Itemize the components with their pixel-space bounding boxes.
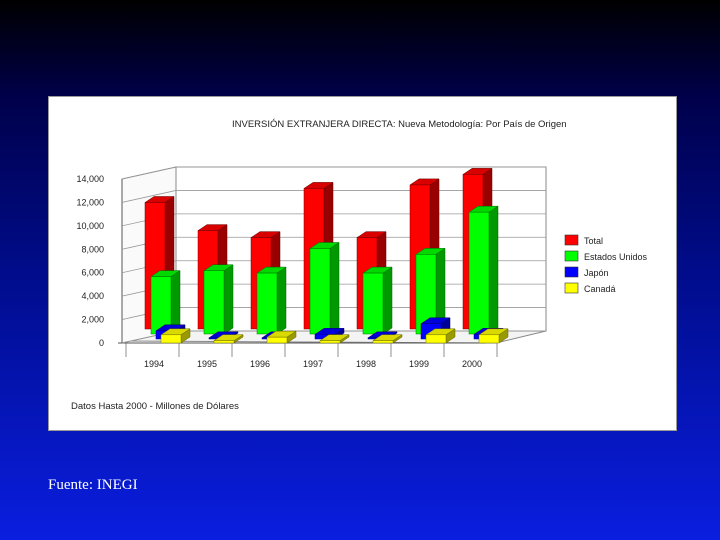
bar-front [213, 340, 235, 344]
bar-side [276, 266, 287, 335]
bar-canadá-1994 [160, 328, 191, 344]
x-tick-label: 1995 [197, 359, 217, 369]
y-tick-label: 4,000 [81, 291, 104, 301]
y-tick-label: 2,000 [81, 315, 104, 325]
chart-title: INVERSIÓN EXTRANJERA DIRECTA: Nueva Meto… [232, 119, 567, 130]
bar-front [478, 334, 500, 344]
legend-swatch [564, 250, 579, 262]
bar-canadá-1998 [372, 334, 403, 344]
bar-side [170, 270, 181, 335]
x-tick-label: 2000 [462, 359, 482, 369]
bar-front [319, 340, 341, 344]
x-tick-label: 1996 [250, 359, 270, 369]
bar-front [256, 272, 278, 335]
legend-label: Canadá [584, 284, 616, 294]
y-tick-label: 8,000 [81, 244, 104, 254]
y-tick-label: 6,000 [81, 268, 104, 278]
bar-front [309, 248, 331, 335]
gridline [121, 166, 177, 180]
x-tick-label: 1998 [356, 359, 376, 369]
legend-swatch [564, 266, 579, 278]
legend-swatch [564, 282, 579, 294]
bar-estados-unidos-1997 [309, 242, 340, 335]
bar-front [425, 334, 447, 344]
bar-estados-unidos-1995 [203, 264, 234, 335]
bar-front [362, 272, 384, 335]
y-tick-label: 0 [99, 338, 104, 348]
bar-front [203, 270, 225, 335]
chart-note: Datos Hasta 2000 - Millones de Dólares [71, 401, 239, 412]
bar-estados-unidos-1994 [150, 270, 181, 335]
bar-estados-unidos-1998 [362, 266, 393, 335]
legend-label: Japón [584, 268, 609, 278]
bar-canadá-1999 [425, 328, 456, 344]
chart-panel: INVERSIÓN EXTRANJERA DIRECTA: Nueva Meto… [48, 96, 677, 431]
gridline [121, 190, 177, 203]
bar-front [266, 336, 288, 344]
x-tick-label: 1999 [409, 359, 429, 369]
bar-estados-unidos-2000 [468, 205, 499, 335]
bar-chart: INVERSIÓN EXTRANJERA DIRECTA: Nueva Meto… [71, 119, 648, 412]
legend-swatch [564, 234, 579, 246]
legend-label: Estados Unidos [584, 252, 648, 262]
bar-front [160, 334, 182, 344]
y-tick-label: 12,000 [76, 197, 104, 207]
bar-side [382, 266, 393, 335]
bar-front [372, 340, 394, 344]
bar-canadá-1996 [266, 330, 297, 344]
bar-side [329, 242, 340, 335]
bar-estados-unidos-1999 [415, 247, 446, 335]
bar-canadá-1997 [319, 334, 350, 344]
bar-canadá-2000 [478, 328, 509, 344]
bar-side [223, 264, 234, 335]
y-tick-label: 14,000 [76, 174, 104, 184]
bar-front [468, 211, 490, 335]
x-tick-label: 1994 [144, 359, 164, 369]
bar-estados-unidos-1996 [256, 266, 287, 335]
legend-label: Total [584, 236, 603, 246]
bar-canadá-1995 [213, 334, 244, 344]
x-tick-label: 1997 [303, 359, 323, 369]
bar-side [488, 205, 499, 335]
source-note: Fuente: INEGI [48, 477, 138, 493]
y-tick-label: 10,000 [76, 221, 104, 231]
